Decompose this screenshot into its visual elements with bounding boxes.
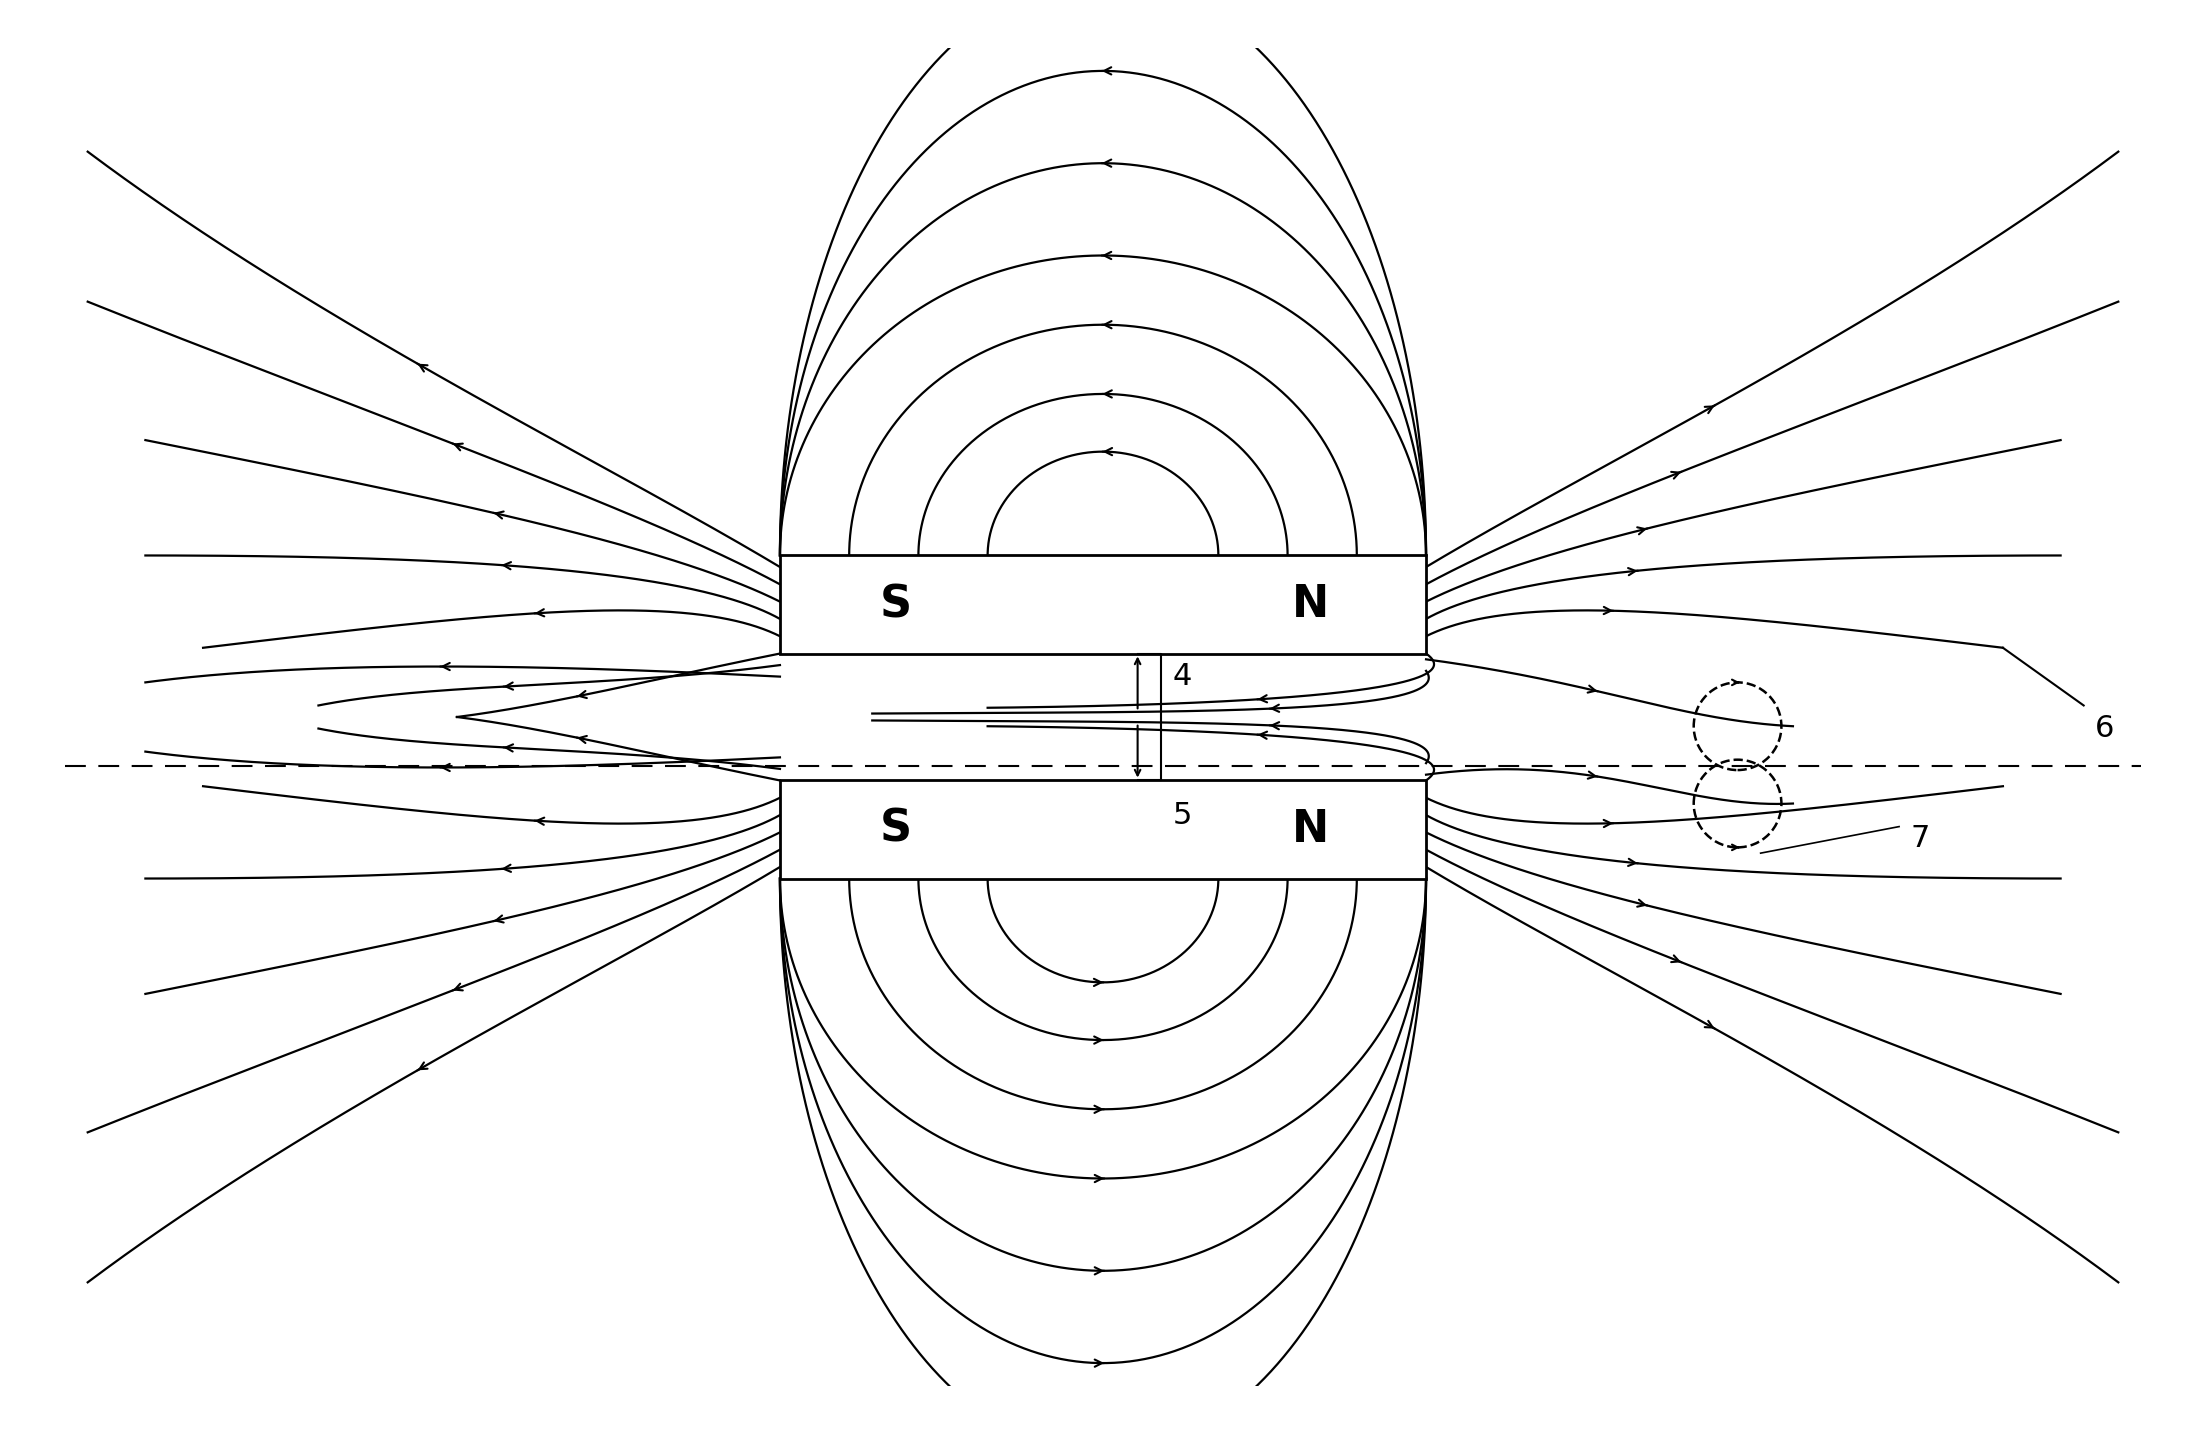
Text: N: N bbox=[1293, 584, 1330, 627]
Text: 7: 7 bbox=[1910, 823, 1930, 853]
Bar bbox=[781, 780, 1425, 879]
Text: 4: 4 bbox=[1171, 663, 1191, 691]
Text: 6: 6 bbox=[2096, 714, 2116, 743]
Text: S: S bbox=[880, 584, 911, 627]
Bar bbox=[781, 555, 1425, 654]
Text: S: S bbox=[880, 807, 911, 850]
Text: 5: 5 bbox=[1171, 800, 1191, 829]
Text: N: N bbox=[1293, 807, 1330, 850]
